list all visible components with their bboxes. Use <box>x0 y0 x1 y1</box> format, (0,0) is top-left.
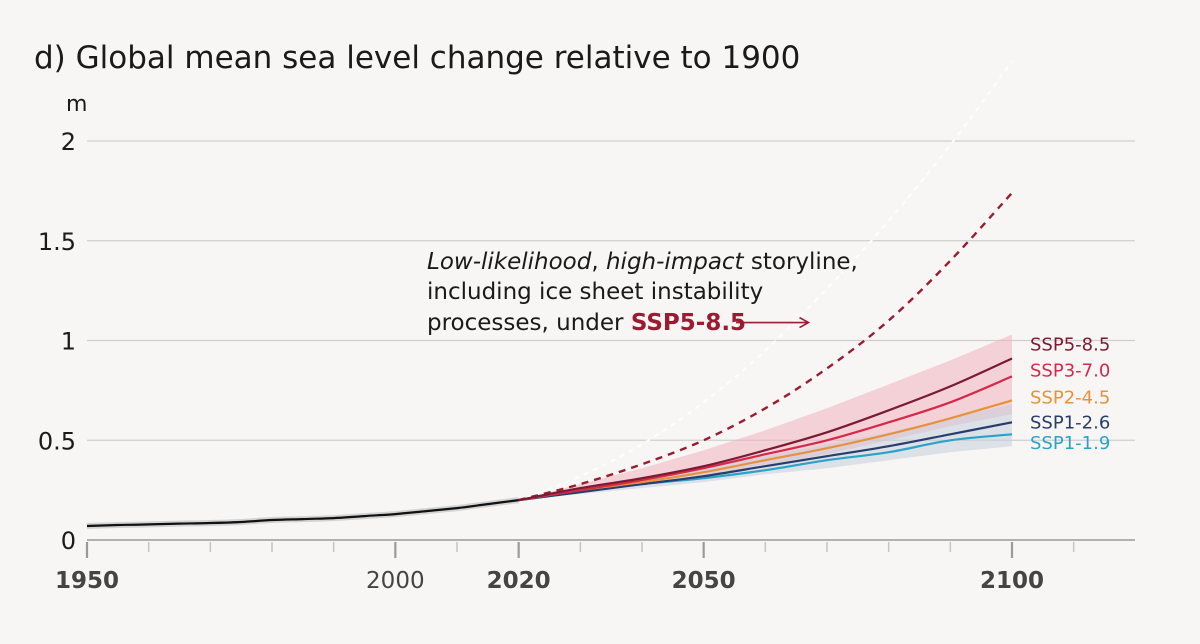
observed-line <box>86 499 519 528</box>
annotation-separator: , <box>591 249 606 275</box>
y-axis-unit: m <box>66 92 87 117</box>
annotation-line-1: Low-likelihood, high-impact storyline, <box>427 249 858 275</box>
storyline-line <box>518 192 1013 502</box>
y-tick-label: 0.5 <box>38 427 76 455</box>
y-tick-label: 1.5 <box>38 228 76 256</box>
annotation-low-likelihood: Low-likelihood <box>427 249 592 275</box>
y-tick-label: 1 <box>61 328 76 356</box>
series-line-ssp5-8-5 <box>518 357 1013 502</box>
uncertainty-band <box>518 334 1012 501</box>
storyline-annotation: Low-likelihood, high-impact storyline, i… <box>427 249 858 336</box>
annotation-line-3: processes, under SSP5-8.5 <box>427 310 746 336</box>
series-label: SSP3-7.0 <box>1030 360 1110 381</box>
annotation-storyline: storyline, <box>744 249 858 275</box>
observed-series <box>86 497 520 529</box>
series-line-ssp1-2-6 <box>518 421 1013 502</box>
series-label: SSP2-4.5 <box>1030 387 1110 408</box>
y-tick-label: 0 <box>61 527 76 555</box>
storyline-series <box>518 192 1013 502</box>
x-tick-labels: 1950 2000 2020 2050 2100 <box>55 568 1044 594</box>
annotation-arrow <box>736 316 811 329</box>
x-tick-label: 1950 <box>55 568 119 594</box>
ssp-series <box>518 357 1013 502</box>
arrow-head <box>799 316 811 329</box>
y-tick-label: 2 <box>61 128 76 156</box>
annotation-line-2: including ice sheet instability <box>427 279 763 305</box>
x-tick-label: 2020 <box>487 568 551 594</box>
x-tick-label: 2100 <box>980 568 1044 594</box>
uncertainty-bands <box>518 334 1012 501</box>
x-tick-label: 2000 <box>366 568 425 594</box>
annotation-ssp585: SSP5-8.5 <box>631 310 746 336</box>
x-axis <box>85 542 1075 558</box>
storyline-upper-line <box>518 60 1013 502</box>
storyline-upper-bound <box>518 60 1013 502</box>
gridlines <box>87 140 1135 541</box>
x-tick-label: 2050 <box>672 568 736 594</box>
chart-title: d) Global mean sea level change relative… <box>34 40 800 76</box>
series-label: SSP1-1.9 <box>1030 433 1110 454</box>
series-line-ssp3-7-0 <box>518 375 1013 502</box>
uncertainty-band <box>518 404 1012 501</box>
observed-range <box>86 497 520 529</box>
series-label: SSP5-8.5 <box>1030 334 1110 355</box>
annotation-processes: processes, under <box>427 310 631 336</box>
series-label: SSP1-2.6 <box>1030 412 1110 433</box>
y-tick-labels: 0 0.5 1 1.5 2 <box>38 128 76 555</box>
annotation-high-impact: high-impact <box>606 249 745 275</box>
